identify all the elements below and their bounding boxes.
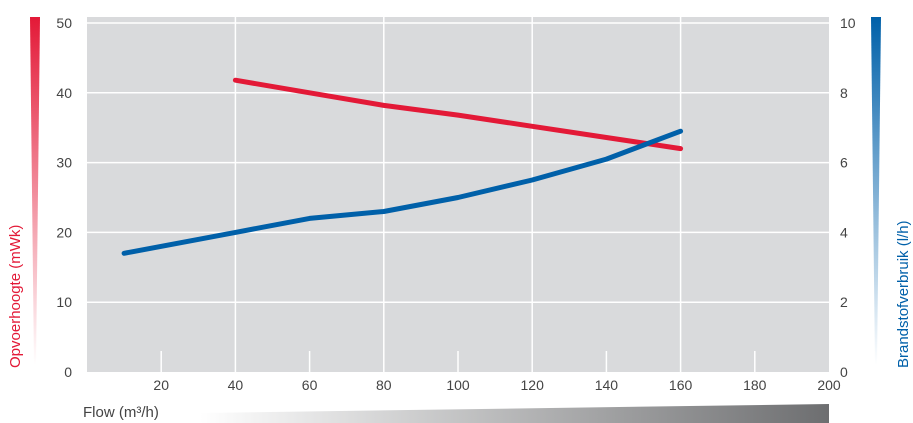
left-y-tick-label: 10: [56, 294, 72, 310]
x-tick-labels: 20 40 60 80 100 120 140 160 180 200: [153, 377, 840, 393]
left-y-tick-label: 30: [56, 155, 72, 171]
right-y-tick-label: 8: [840, 85, 848, 101]
right-axis-gradient-bar: [871, 17, 881, 365]
left-y-tick-label: 40: [56, 85, 72, 101]
fuel-consumption-series-line: [121, 128, 684, 256]
right-y-tick-label: 2: [840, 294, 848, 310]
x-axis-title: Flow (m³/h): [83, 404, 159, 421]
right-y-tick-label: 4: [840, 224, 848, 240]
x-tick-label: 40: [228, 377, 244, 393]
x-tick-label: 160: [669, 377, 693, 393]
right-y-tick-labels: 0 2 4 6 8 10: [840, 15, 856, 380]
x-tick-label: 100: [446, 377, 470, 393]
x-tick-label: 120: [521, 377, 545, 393]
x-tick-label: 20: [153, 377, 169, 393]
left-y-tick-labels: 0 10 20 30 40 50: [56, 15, 72, 380]
left-y-tick-label: 20: [56, 224, 72, 240]
series-lines: [121, 77, 684, 256]
left-y-tick-label: 0: [64, 364, 72, 380]
x-tick-label: 80: [376, 377, 392, 393]
x-tick-label: 140: [595, 377, 619, 393]
right-y-tick-label: 10: [840, 15, 856, 31]
right-y-tick-label: 0: [840, 364, 848, 380]
right-axis-title: Brandstofverbruik (l/h): [895, 220, 912, 368]
x-tick-label: 180: [743, 377, 767, 393]
left-y-tick-label: 50: [56, 15, 72, 31]
plot-area: [87, 17, 829, 372]
x-axis-gradient-bar: [200, 404, 829, 423]
grid-lines: [87, 17, 829, 372]
left-axis-title: Opvoerhoogte (mWk): [7, 225, 24, 368]
left-axis-gradient-bar: [30, 17, 40, 365]
right-y-tick-label: 6: [840, 155, 848, 171]
head-series-line: [232, 77, 684, 152]
x-tick-label: 60: [302, 377, 318, 393]
x-tick-label: 200: [817, 377, 841, 393]
